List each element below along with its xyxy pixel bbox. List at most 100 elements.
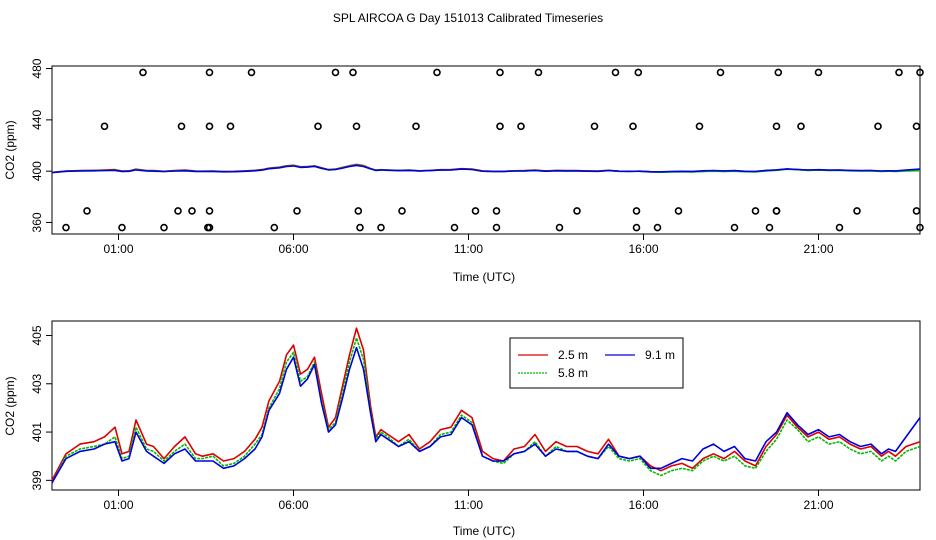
flag-marker xyxy=(412,122,420,131)
flag-marker xyxy=(352,122,361,131)
top-y-tick-label: 480 xyxy=(30,58,44,78)
flag-marker xyxy=(751,207,760,215)
flag-marker xyxy=(912,122,921,131)
bottom-x-tick-label: 21:00 xyxy=(803,498,833,512)
flag-marker xyxy=(118,223,126,232)
flag-marker xyxy=(450,223,459,232)
flag-marker xyxy=(492,223,501,232)
top-x-tick-label: 16:00 xyxy=(628,242,658,256)
top-x-tick-label: 21:00 xyxy=(803,242,833,256)
bottom-x-axis-label: Time (UTC) xyxy=(453,524,515,538)
flag-marker xyxy=(293,207,301,215)
flag-marker xyxy=(247,68,256,77)
flag-marker xyxy=(772,122,781,131)
top-y-axis-label: CO2 (ppm) xyxy=(3,120,17,179)
flag-marker xyxy=(496,68,504,77)
flag-marker xyxy=(349,68,357,77)
flag-marker xyxy=(62,223,70,232)
flag-marker xyxy=(83,207,91,215)
flag-marker xyxy=(177,122,186,131)
flag-marker xyxy=(835,223,844,232)
bottom-y-tick-label: 399 xyxy=(30,470,44,490)
flag-marker xyxy=(814,68,823,77)
flag-marker xyxy=(226,122,235,131)
flag-marker xyxy=(916,223,924,232)
flag-marker xyxy=(496,122,504,131)
flag-marker xyxy=(160,223,168,232)
flag-marker xyxy=(356,223,364,232)
flag-marker xyxy=(634,68,643,77)
legend-box xyxy=(509,337,684,389)
bottom-series-2-5-m xyxy=(51,327,921,481)
flag-marker xyxy=(765,223,774,232)
flag-marker xyxy=(874,122,882,131)
flag-marker xyxy=(629,122,637,131)
flag-marker xyxy=(730,223,739,232)
flag-marker xyxy=(377,223,385,232)
flag-marker xyxy=(611,68,620,77)
flag-marker xyxy=(573,207,581,215)
flag-marker xyxy=(270,223,279,232)
bottom-x-tick-label: 11:00 xyxy=(454,498,483,512)
flag-marker xyxy=(314,122,322,131)
bottom-x-tick-label: 16:00 xyxy=(628,498,658,512)
bottom-series-9-1-m xyxy=(51,346,921,484)
bottom-y-tick-label: 401 xyxy=(30,422,44,442)
top-y-tick-label: 400 xyxy=(30,161,44,181)
flag-marker xyxy=(205,207,214,215)
bottom-y-tick-label: 405 xyxy=(30,325,44,345)
legend-label-5-8m: 5.8 m xyxy=(558,366,588,380)
legend-label-2-5m: 2.5 m xyxy=(558,348,588,362)
flag-marker xyxy=(354,207,363,215)
flag-marker xyxy=(100,122,109,131)
chart-legend: 2.5 m 9.1 m 5.8 m xyxy=(509,337,684,389)
top-x-axis-label: Time (UTC) xyxy=(453,270,515,284)
flag-marker xyxy=(471,207,480,215)
top-x-tick-label: 11:00 xyxy=(454,242,483,256)
flag-marker xyxy=(772,207,781,215)
flag-marker xyxy=(716,68,725,77)
top-x-tick-label: 06:00 xyxy=(278,242,308,256)
top-y-tick-label: 360 xyxy=(30,212,44,232)
bottom-y-tick-label: 403 xyxy=(30,373,44,393)
flag-marker xyxy=(632,207,641,215)
top-y-tick-label: 440 xyxy=(30,110,44,130)
flag-marker xyxy=(912,207,921,215)
flag-marker xyxy=(916,68,924,77)
bottom-x-tick-label: 01:00 xyxy=(103,498,133,512)
flag-marker xyxy=(653,223,662,232)
flag-marker xyxy=(331,68,340,77)
bottom-y-axis-label: CO2 (ppm) xyxy=(3,376,17,435)
flag-marker xyxy=(205,122,214,131)
flag-marker xyxy=(174,207,182,215)
flag-marker xyxy=(590,122,599,131)
top-series-9-1-m xyxy=(51,164,921,174)
flag-marker xyxy=(398,207,406,215)
flag-marker xyxy=(188,207,196,215)
flag-marker xyxy=(492,207,501,215)
co2-zoom-panel: Time (UTC) CO2 (ppm) 01:00 06:00 11:00 16:0… xyxy=(3,320,921,538)
flag-marker xyxy=(517,122,525,131)
flag-marker xyxy=(695,122,704,131)
legend-label-9-1m: 9.1 m xyxy=(645,348,675,362)
flag-marker xyxy=(674,207,683,215)
flag-marker xyxy=(555,223,564,232)
flag-marker xyxy=(534,68,543,77)
bottom-x-tick-label: 06:00 xyxy=(278,498,308,512)
bottom-plot-frame xyxy=(51,320,921,491)
flag-marker xyxy=(632,223,641,232)
flag-marker xyxy=(774,68,783,77)
top-plot-frame xyxy=(51,65,921,235)
figure-title: SPL AIRCOA G Day 151013 Calibrated Times… xyxy=(333,11,603,25)
flag-marker xyxy=(797,122,805,131)
flag-marker xyxy=(433,68,441,77)
top-x-tick-label: 01:00 xyxy=(103,242,133,256)
flag-marker xyxy=(895,68,903,77)
flag-marker xyxy=(205,223,214,232)
bottom-series-5-8-m xyxy=(51,337,921,484)
co2-flag-panel: Time (UTC) CO2 (ppm) 01:00 06:00 11:00 16:0… xyxy=(3,58,924,284)
flag-marker xyxy=(853,207,861,215)
flag-marker xyxy=(139,68,147,77)
flag-marker xyxy=(205,68,214,77)
